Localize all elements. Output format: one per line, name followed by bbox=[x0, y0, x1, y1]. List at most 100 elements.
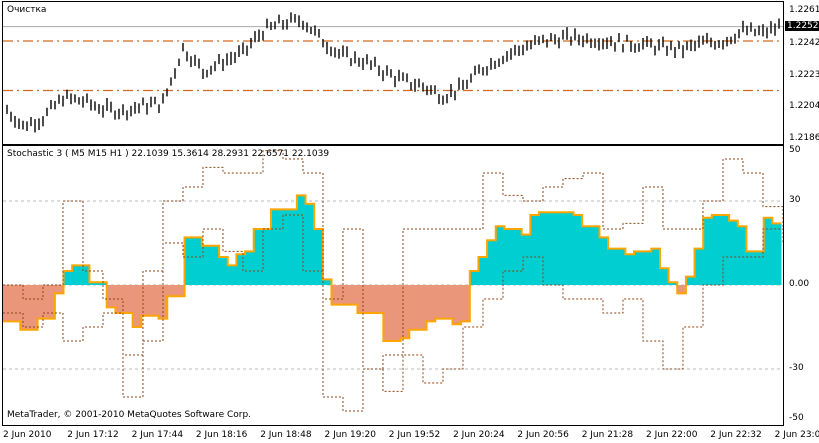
stochastic-panel[interactable]: Stochastic 3 ( M5 M15 H1 ) 22.1039 15.36… bbox=[2, 145, 784, 426]
histogram-bar bbox=[737, 226, 747, 285]
histogram-bar bbox=[521, 234, 531, 285]
histogram-bar bbox=[487, 240, 497, 285]
histogram-bar bbox=[383, 285, 393, 341]
histogram-bar bbox=[746, 251, 756, 285]
chart-title: Очистка bbox=[7, 5, 47, 15]
histogram-bar bbox=[452, 285, 462, 325]
histogram-bar bbox=[443, 285, 454, 319]
histogram-bar bbox=[374, 285, 384, 313]
histogram-bar bbox=[711, 215, 721, 285]
histogram-bar bbox=[417, 285, 428, 330]
time-axis-label: 2 Jun 17:12 bbox=[67, 430, 119, 440]
histogram-bar bbox=[124, 285, 134, 313]
price-axis-label: 1.21860 bbox=[789, 133, 819, 143]
histogram-bar bbox=[54, 285, 65, 294]
histogram-bar bbox=[245, 251, 255, 285]
time-axis-label: 2 Jun 21:28 bbox=[581, 430, 634, 440]
histogram-bar bbox=[236, 254, 246, 285]
histogram-bar bbox=[296, 195, 307, 285]
histogram-bar bbox=[98, 282, 108, 285]
histogram-bar bbox=[625, 254, 635, 285]
histogram-bar bbox=[556, 212, 566, 285]
stochastic-h1-line bbox=[3, 214, 783, 412]
stochastic-main-line bbox=[3, 194, 781, 342]
histogram-bar bbox=[106, 285, 116, 308]
current-price-label: 1.22524 bbox=[785, 21, 819, 31]
histogram-bar bbox=[184, 237, 194, 285]
stochastic-m15-line bbox=[3, 150, 783, 370]
histogram-bar bbox=[132, 285, 142, 327]
histogram-bar bbox=[89, 282, 99, 285]
histogram-bar bbox=[608, 248, 618, 285]
histogram-bar bbox=[149, 285, 160, 316]
indicator-axis-label: -30 bbox=[789, 363, 804, 373]
histogram-bar bbox=[694, 248, 704, 285]
histogram-bar bbox=[167, 285, 177, 297]
time-axis-label: 2 Jun 17:44 bbox=[131, 430, 184, 440]
histogram-bar bbox=[530, 215, 540, 285]
histogram-bar bbox=[651, 248, 661, 285]
histogram-bar bbox=[72, 265, 82, 285]
histogram-bar bbox=[262, 229, 272, 285]
indicator-axis-label: 0.00 bbox=[789, 279, 810, 289]
histogram-bar bbox=[219, 257, 229, 285]
histogram-bar bbox=[366, 285, 376, 313]
histogram-bar bbox=[573, 215, 583, 285]
histogram-bar bbox=[20, 285, 30, 330]
histogram-bar bbox=[11, 285, 21, 322]
histogram-bar bbox=[46, 285, 56, 319]
histogram-bar bbox=[634, 251, 644, 285]
histogram-bar bbox=[426, 285, 436, 322]
indicator-axis-label: 30 bbox=[789, 195, 801, 205]
histogram-bar bbox=[253, 229, 263, 285]
histogram-bar bbox=[763, 217, 773, 285]
time-axis-label: 2 Jun 19:20 bbox=[324, 430, 376, 440]
histogram-bar bbox=[590, 226, 600, 285]
price-axis-label: 1.22045 bbox=[789, 101, 819, 111]
histogram-bar bbox=[469, 271, 479, 285]
histogram-bar bbox=[513, 229, 523, 285]
histogram-bar bbox=[279, 209, 289, 285]
histogram-bar bbox=[115, 285, 125, 313]
histogram-bar bbox=[193, 237, 203, 285]
histogram-bar bbox=[703, 217, 713, 285]
histogram-bar bbox=[461, 285, 471, 322]
histogram-bar bbox=[582, 226, 592, 285]
histogram-bar bbox=[210, 245, 220, 285]
time-axis-label: 2 Jun 23:04 bbox=[774, 430, 819, 440]
time-axis-label: 2 Jun 19:52 bbox=[388, 430, 441, 440]
histogram-bar bbox=[305, 203, 315, 285]
price-bars bbox=[3, 12, 783, 133]
time-axis-label: 2 Jun 20:56 bbox=[517, 430, 569, 440]
histogram-bar bbox=[538, 212, 549, 285]
histogram-bar bbox=[340, 285, 350, 305]
histogram-bar bbox=[720, 215, 730, 285]
histogram-bar bbox=[63, 271, 73, 285]
histogram-bar bbox=[201, 245, 211, 285]
histogram-bar bbox=[227, 265, 237, 285]
time-axis-label: 2 Jun 22:32 bbox=[710, 430, 762, 440]
indicator-title: Stochastic 3 ( M5 M15 H1 ) 22.1039 15.36… bbox=[7, 149, 330, 159]
histogram-bar bbox=[729, 220, 739, 285]
price-axis-label: 1.22235 bbox=[789, 70, 819, 80]
histogram-bar bbox=[158, 285, 168, 319]
histogram-bar bbox=[677, 285, 687, 294]
histogram-bar bbox=[357, 285, 367, 313]
histogram-bar bbox=[547, 212, 557, 285]
price-chart-panel[interactable]: Очистка bbox=[2, 1, 784, 145]
histogram-bar bbox=[564, 212, 575, 285]
histogram-bar bbox=[755, 251, 765, 285]
histogram-bar bbox=[28, 285, 39, 330]
histogram-bar bbox=[478, 257, 488, 285]
histogram-bar bbox=[80, 265, 90, 285]
histogram-bar bbox=[435, 285, 445, 319]
histogram-bar bbox=[616, 248, 626, 285]
price-axis-label: 1.22610 bbox=[789, 5, 819, 15]
histogram-bar bbox=[642, 251, 652, 285]
histogram-bar bbox=[37, 285, 47, 319]
indicator-axis-label: -50 bbox=[789, 413, 804, 423]
histogram-bar bbox=[348, 285, 358, 305]
histogram-bar bbox=[659, 268, 670, 285]
histogram-bar bbox=[270, 209, 281, 285]
